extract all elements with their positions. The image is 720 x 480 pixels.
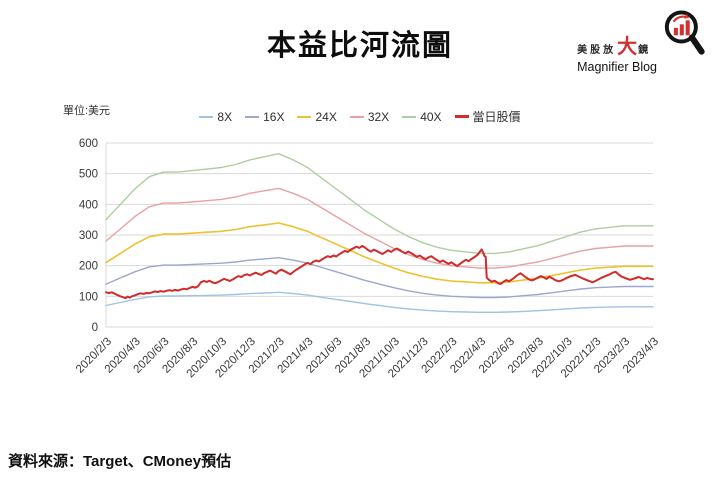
logo-cn-part2: 鏡: [638, 45, 652, 56]
legend-label: 32X: [367, 109, 390, 124]
y-tick-label: 100: [79, 291, 98, 303]
legend-label: 當日股價: [472, 110, 521, 124]
legend-item-8x: 8X: [199, 110, 232, 124]
y-tick-label: 200: [79, 261, 98, 273]
logo-cn-accent: 大: [617, 36, 638, 58]
y-tick-label: 0: [92, 322, 98, 334]
site-logo: 美股放 大 鏡 Magnifier Blog: [577, 8, 706, 74]
series-line-24X: [105, 222, 654, 284]
data-source: 資料來源：Target、CMoney預估: [8, 453, 232, 470]
legend-swatch: [454, 115, 469, 118]
magnifier-chart-icon: [662, 8, 706, 65]
legend-label: 8X: [217, 109, 233, 124]
legend-item-40x: 40X: [402, 109, 442, 124]
series-line-當日股價: [105, 245, 654, 300]
legend-swatch: [349, 115, 364, 118]
logo-en-name: Magnifier Blog: [577, 60, 657, 74]
legend-item-24x: 24X: [297, 109, 337, 124]
chart-legend: 8X 16X 24X 32X 40X 當日股價: [0, 108, 720, 125]
unit-label: 單位:美元: [63, 105, 111, 117]
series-line-8X: [105, 291, 654, 313]
series-line-16X: [105, 257, 654, 299]
legend-label: 40X: [420, 109, 442, 124]
legend-swatch: [199, 115, 214, 118]
page-title: 本益比河流圖: [266, 30, 453, 62]
legend-swatch: [402, 115, 417, 118]
legend-item-price: 當日股價: [454, 108, 521, 125]
series-line-32X: [105, 187, 654, 269]
legend-label: 16X: [263, 109, 285, 124]
legend-item-16x: 16X: [245, 110, 284, 124]
legend-swatch: [245, 115, 260, 118]
legend-swatch: [297, 115, 312, 118]
logo-cn-part1: 美股放: [577, 45, 617, 56]
legend-item-32x: 32X: [349, 109, 390, 124]
y-tick-label: 400: [79, 199, 98, 211]
series-line-40X: [105, 152, 654, 255]
y-tick-label: 500: [79, 169, 98, 181]
y-tick-label: 600: [79, 138, 98, 150]
y-tick-label: 300: [79, 230, 98, 242]
legend-label: 24X: [315, 109, 337, 124]
site-logo-cn: 美股放 大 鏡: [577, 30, 657, 59]
site-logo-text: 美股放 大 鏡 Magnifier Blog: [577, 8, 657, 74]
